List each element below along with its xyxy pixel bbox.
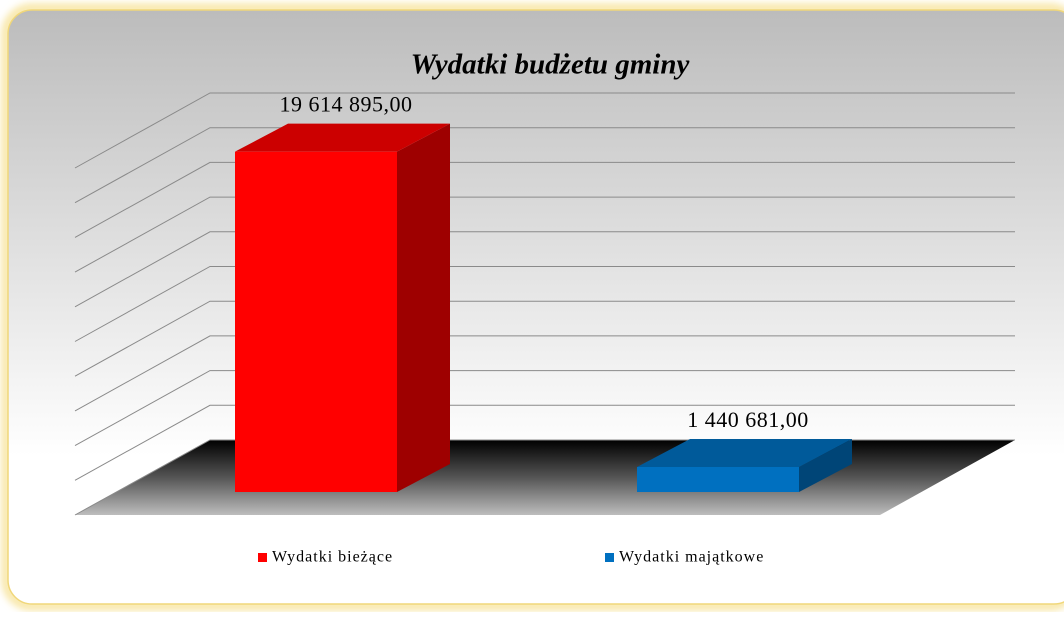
grid-line [74, 266, 1015, 342]
bar-front [235, 151, 397, 492]
grid-line [74, 196, 1015, 273]
bar-side [799, 439, 852, 492]
grid-line [74, 370, 1015, 447]
grid-line [74, 300, 1015, 377]
grid-line [74, 92, 1015, 169]
floor [75, 440, 1015, 515]
legend-label: Wydatki bieżące [272, 549, 393, 566]
legend-swatch [258, 553, 267, 562]
chart-title: Wydatki budżetu gminy [411, 49, 690, 81]
grid-line [74, 161, 1015, 238]
bar [235, 123, 450, 492]
bar [637, 439, 852, 492]
data-label: 1 440 681,00 [687, 407, 809, 432]
data-label: 19 614 895,00 [280, 92, 413, 117]
legend-swatch [605, 553, 614, 562]
grid-line [74, 335, 1015, 412]
frame-glow [2, 4, 1064, 610]
grid-line [74, 231, 1015, 308]
bar-front [637, 467, 799, 492]
grid-line [74, 127, 1015, 204]
bar-top [235, 123, 450, 152]
bar-side [397, 123, 450, 492]
legend-label: Wydatki majątkowe [619, 549, 764, 566]
grid-line [74, 404, 1015, 481]
bar-top [637, 439, 852, 468]
